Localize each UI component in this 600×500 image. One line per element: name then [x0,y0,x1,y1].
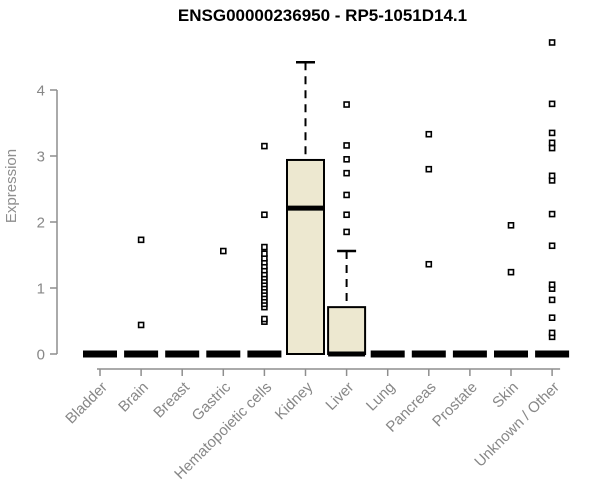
outlier-point [261,142,268,150]
baseline-dash [535,350,570,358]
box-plot-brain [124,236,159,358]
outlier-point [220,247,227,255]
box-plot-breast [165,350,200,358]
outlier-point [548,129,556,137]
outlier-point [548,172,556,180]
baseline-dash [124,350,159,358]
outlier-point [343,101,350,108]
box-plot-bladder [83,350,117,358]
baseline-dash [247,350,282,358]
outlier-point [548,139,556,147]
outlier-point [425,130,433,138]
outlier-point [548,144,556,152]
y-tick-label-2: 2 [37,215,45,232]
outlier-point [548,329,556,337]
outlier-point [425,165,433,173]
outlier-point [548,296,556,304]
x-tick-label-skin: Skin [489,379,522,412]
x-tick-label-kidney: Kidney [272,378,317,423]
outlier-point [343,156,350,163]
box [327,306,367,356]
outlier-point [548,100,556,108]
outlier-point [507,268,515,276]
baseline-dash [206,350,241,358]
y-tick-label-4: 4 [37,83,45,100]
box-plot-kidney [286,61,325,355]
outlier-point [343,211,350,219]
outlier-point [425,260,433,268]
box-plot-skin [494,222,528,358]
baseline-dash [411,350,446,358]
x-tick-label-breast: Breast [150,378,193,421]
outlier-point [343,169,350,177]
baseline-dash [83,350,117,358]
baseline-dash [370,350,405,358]
outlier-point [137,321,145,329]
outlier-point [548,242,556,250]
outlier-point [261,243,268,251]
box-plot-unknown-other [535,39,570,358]
outlier-point [548,39,556,46]
outlier-point [343,228,350,236]
box-plot-hematopoietic-cells [247,142,282,358]
chart-title: ENSG00000236950 - RP5-1051D14.1 [177,6,468,25]
outlier-point [343,191,350,199]
box-plot-pancreas [411,130,446,358]
y-axis: 0 1 2 3 4 [37,83,58,364]
x-tick-label-liver: Liver [322,379,357,414]
x-tick-label-prostate: Prostate [429,379,481,431]
y-tick-label-3: 3 [37,149,45,166]
outlier-point [548,210,556,218]
y-tick-label-0: 0 [37,347,45,364]
box-plot-liver [327,101,367,357]
y-tick-label-1: 1 [37,281,45,298]
outlier-point [261,315,268,323]
baseline-dash [494,350,528,358]
outlier-point [548,314,556,322]
baseline-dash [452,350,487,358]
outlier-point [548,281,556,289]
outlier-point [137,236,145,244]
outlier-point [261,211,268,219]
box-plot-prostate [452,350,487,358]
box-plot-lung [370,350,405,358]
baseline-dash [165,350,200,358]
outlier-point [261,250,268,257]
x-tick-label-lung: Lung [363,379,399,415]
x-tick-label-brain: Brain [115,379,152,416]
outlier-point [507,222,515,229]
box-plot-gastric [206,247,241,358]
outlier-point [343,142,350,149]
x-tick-label-bladder: Bladder [62,379,111,428]
box [286,158,325,355]
